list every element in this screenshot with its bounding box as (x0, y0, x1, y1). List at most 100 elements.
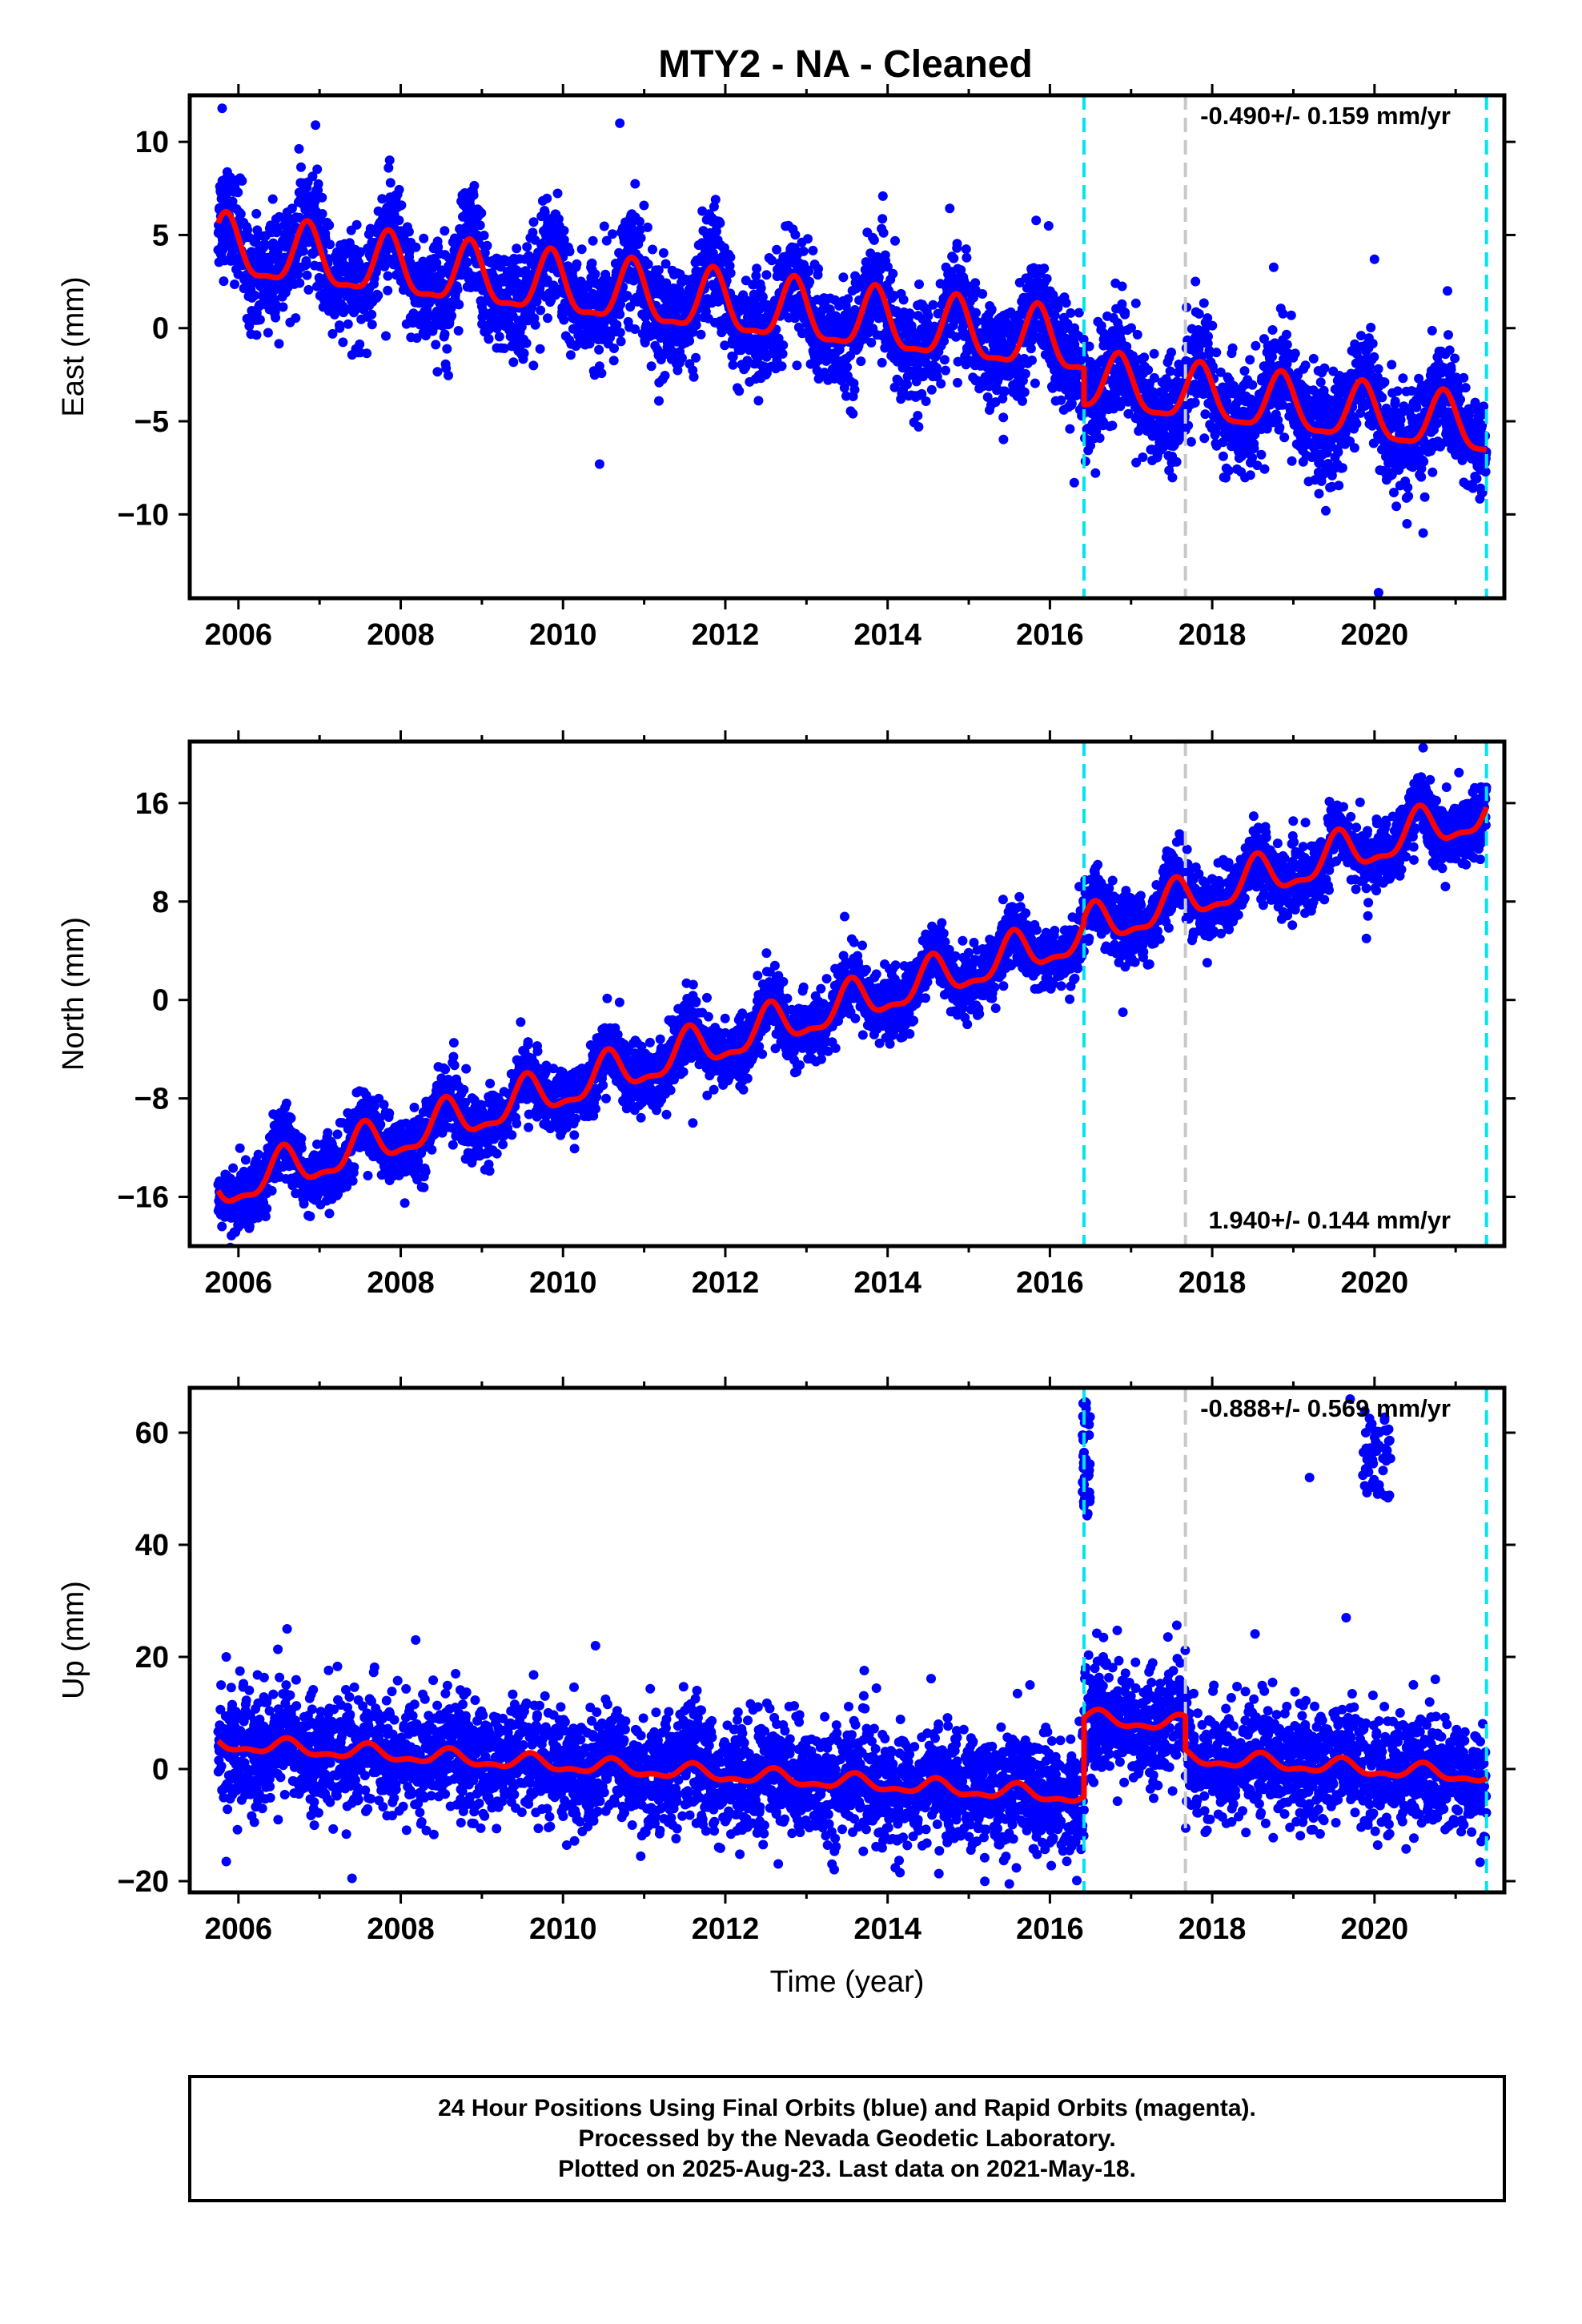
data-point (576, 244, 587, 255)
data-point (422, 312, 432, 323)
data-point (639, 200, 649, 211)
data-point (625, 302, 636, 312)
data-point (295, 278, 305, 288)
data-point (462, 257, 472, 267)
data-point (869, 235, 879, 245)
data-point (294, 143, 304, 154)
data-point (528, 360, 539, 371)
data-point (528, 227, 538, 238)
data-point (477, 319, 488, 329)
data-point (866, 337, 877, 348)
data-point (761, 270, 772, 280)
data-point (608, 229, 617, 239)
data-point (411, 242, 421, 252)
data-point (1379, 377, 1390, 388)
data-point (244, 321, 255, 331)
data-point (385, 178, 396, 188)
data-point (383, 285, 393, 296)
data-point (1287, 456, 1297, 466)
data-point (243, 225, 253, 235)
data-point (1319, 363, 1330, 373)
data-point (479, 231, 489, 240)
data-point (381, 331, 391, 341)
data-point (634, 216, 644, 227)
data-point (508, 357, 519, 368)
data-point (725, 252, 736, 263)
data-point (301, 255, 311, 266)
data-point (939, 336, 950, 346)
data-point (312, 164, 323, 175)
data-point (877, 214, 888, 224)
data-point (519, 348, 529, 359)
data-point (971, 308, 981, 318)
data-point (1419, 492, 1430, 502)
data-point (1065, 424, 1075, 434)
data-point (528, 217, 539, 227)
data-point (367, 309, 377, 320)
data-point (998, 412, 1009, 423)
data-point (1300, 360, 1311, 371)
data-point (753, 396, 764, 406)
data-point (685, 336, 695, 346)
data-point (1043, 221, 1054, 231)
data-point (1427, 325, 1437, 336)
data-point (1367, 339, 1378, 348)
data-point (1239, 366, 1250, 376)
data-point (1314, 489, 1324, 499)
data-point (777, 348, 788, 359)
data-point (1190, 397, 1200, 408)
data-point (237, 175, 247, 186)
data-point (1167, 472, 1178, 483)
data-point (431, 340, 441, 350)
data-point (941, 365, 950, 376)
data-point (953, 377, 962, 388)
data-point (302, 270, 312, 280)
data-point (725, 261, 735, 271)
data-point (377, 194, 387, 204)
data-point (773, 333, 784, 344)
data-point (1020, 368, 1030, 379)
data-point (588, 235, 598, 246)
data-point (1334, 480, 1344, 491)
data-point (536, 305, 546, 316)
data-point (792, 360, 802, 371)
data-point (877, 357, 887, 368)
data-point (615, 328, 625, 338)
data-point (648, 244, 657, 255)
data-point (1275, 422, 1285, 432)
data-point (949, 253, 959, 263)
data-point (313, 179, 323, 189)
data-point (1337, 463, 1347, 473)
data-point (616, 300, 625, 310)
data-point (643, 259, 653, 269)
data-point (890, 235, 900, 246)
data-point (293, 269, 303, 279)
data-point (1107, 420, 1118, 431)
data-point (767, 255, 777, 266)
data-point (1286, 310, 1296, 320)
data-point (1349, 443, 1359, 453)
data-point (1403, 482, 1413, 493)
data-point (945, 203, 955, 214)
data-point (219, 276, 229, 287)
data-point (394, 184, 404, 195)
data-point (1443, 330, 1453, 340)
data-point (952, 239, 962, 249)
data-point (1333, 447, 1343, 457)
data-point (1282, 329, 1291, 340)
data-point (532, 296, 542, 307)
data-point (512, 243, 522, 254)
data-point (962, 252, 972, 263)
data-point (710, 195, 721, 205)
data-point (926, 384, 937, 395)
data-point (1387, 360, 1397, 370)
data-point (1194, 308, 1204, 319)
data-point (317, 192, 327, 203)
data-point (691, 352, 701, 363)
data-point (725, 268, 736, 278)
data-point (596, 368, 607, 379)
data-point (1373, 364, 1383, 374)
data-point (612, 320, 622, 330)
data-point (480, 247, 490, 258)
